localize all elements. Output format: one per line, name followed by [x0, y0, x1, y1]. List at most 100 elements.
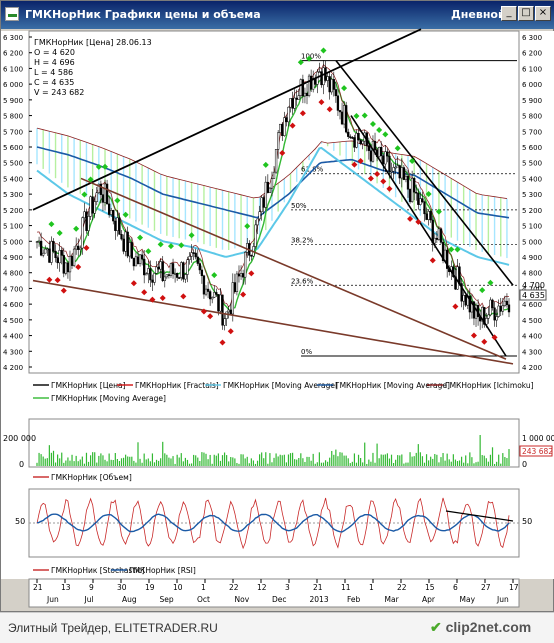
period-label[interactable]: Дневной [451, 8, 506, 21]
title-bar[interactable]: ГМКНорНик Графики цены и объема Дневной … [1, 1, 554, 29]
candle-body [250, 255, 253, 257]
volume-bar [452, 454, 454, 466]
volume-bar [380, 454, 382, 466]
candle-body [75, 245, 78, 250]
candle-body [85, 211, 88, 231]
x-month-tick: Mar [385, 595, 400, 604]
candle-body [277, 132, 280, 150]
candle-body [377, 146, 381, 157]
price-tick-left: 4 500 [3, 317, 23, 325]
candle-body [116, 217, 119, 231]
candle-body [427, 211, 430, 220]
fib-label: 100% [301, 53, 321, 61]
candle-body [107, 203, 111, 215]
candle-body [223, 318, 226, 326]
volume-bar [493, 463, 496, 466]
fractal-up-marker [157, 241, 164, 248]
candle-body [244, 252, 247, 278]
chart-area[interactable] [29, 31, 519, 579]
candle-body [458, 266, 461, 284]
candle-body [149, 268, 152, 281]
volume-bar [430, 456, 432, 466]
candle-body [437, 228, 441, 240]
legend-ma3: ГМКНорНик [Moving Average] [51, 394, 166, 403]
volume-last-badge: 243 682 [522, 447, 553, 456]
fib-label: 50% [291, 202, 307, 210]
candle-body [367, 145, 370, 151]
candle-body [456, 266, 459, 290]
volume-bar [48, 445, 50, 466]
candle-body [382, 155, 385, 165]
info-volume: V = 243 682 [34, 88, 84, 97]
volume-left-tick: 200 000 [3, 434, 36, 443]
fractal-up-marker [306, 55, 313, 62]
fractal-down-marker [248, 270, 255, 277]
volume-bar [96, 462, 98, 466]
maximize-button[interactable]: □ [518, 6, 534, 21]
fractal-up-marker [262, 161, 269, 168]
candle-body [50, 241, 53, 263]
candle-body [167, 274, 171, 276]
price-tick-right: 5 400 [522, 175, 542, 183]
volume-bar [256, 460, 259, 466]
fractal-up-marker [102, 163, 109, 170]
candle-body [208, 291, 212, 300]
candle-body [299, 79, 302, 96]
candle-body [429, 211, 432, 221]
volume-bar [316, 462, 318, 466]
info-name: ГМКНорНик [Цена] 28.06.13 [34, 38, 152, 47]
volume-bar [506, 458, 508, 466]
price-tick-right: 5 600 [522, 144, 542, 152]
volume-bar [355, 462, 358, 466]
fractal-up-marker [188, 232, 195, 239]
candle-body [229, 309, 232, 315]
minimize-button[interactable]: _ [501, 6, 517, 21]
candle-body [297, 95, 300, 100]
candle-body [169, 263, 173, 276]
fractal-down-marker [481, 338, 488, 345]
volume-bar [463, 462, 465, 466]
volume-bar [337, 456, 339, 466]
x-month-tick: Aug [122, 595, 137, 604]
volume-bar [205, 453, 207, 466]
volume-bar [298, 457, 300, 466]
x-day-tick: 12 [257, 583, 267, 592]
volume-bar [465, 455, 467, 466]
candle-body [464, 295, 467, 306]
volume-bar [104, 459, 106, 466]
candle-body [295, 97, 298, 100]
close-button[interactable]: × [535, 6, 551, 21]
fractal-up-marker [73, 225, 80, 232]
volume-bar [240, 454, 242, 466]
info-high: H = 4 696 [34, 58, 75, 67]
fractal-up-marker [81, 191, 88, 198]
fractal-up-marker [353, 112, 360, 119]
price-tick-left: 5 800 [3, 113, 23, 121]
volume-bar [213, 454, 215, 466]
trendline-resistance [80, 177, 507, 360]
candle-body [91, 196, 94, 214]
volume-bar [116, 458, 118, 466]
candle-body [66, 262, 70, 273]
candle-body [433, 237, 436, 244]
trendline-support [32, 279, 514, 365]
volume-bar [131, 456, 133, 466]
candle-body [307, 75, 311, 96]
fractal-down-marker [75, 263, 82, 270]
fractal-down-marker [54, 277, 61, 284]
volume-bar [415, 452, 417, 466]
candle-body [153, 273, 156, 283]
volume-bar [36, 462, 38, 466]
candle-body [334, 89, 338, 97]
volume-bar [271, 462, 273, 466]
candle-body [264, 181, 267, 208]
price-tick-right: 4 600 [522, 301, 542, 309]
volume-bar [261, 452, 263, 466]
volume-bar [392, 462, 395, 466]
x-day-tick: 9 [89, 583, 94, 592]
volume-bar [421, 456, 424, 466]
volume-bar [170, 458, 172, 466]
volume-bar [473, 463, 475, 466]
volume-bar [353, 453, 356, 466]
